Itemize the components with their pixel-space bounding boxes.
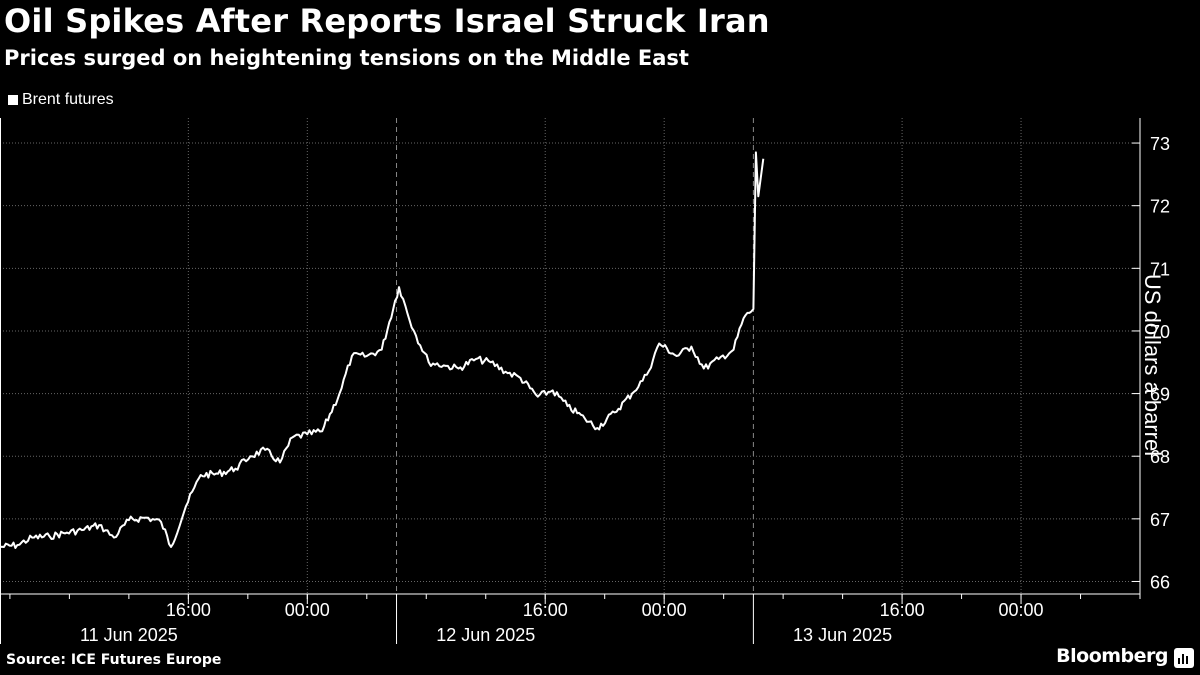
y-tick-label: 71 <box>1150 259 1170 279</box>
legend: Brent futures <box>8 91 114 109</box>
y-tick-label: 67 <box>1150 510 1170 530</box>
y-tick-label: 66 <box>1150 572 1170 592</box>
y-tick-label: 69 <box>1150 385 1170 405</box>
source-note: Source: ICE Futures Europe <box>6 652 222 668</box>
y-axis-label: US dollars a barrel <box>1140 273 1165 457</box>
y-tick-label: 72 <box>1150 197 1170 217</box>
x-tick-label: 16:00 <box>523 600 568 620</box>
bloomberg-terminal-icon <box>1174 648 1194 668</box>
y-tick-label: 68 <box>1150 447 1170 467</box>
legend-swatch <box>8 95 18 105</box>
y-tick-label: 70 <box>1150 322 1170 342</box>
chart-subtitle: Prices surged on heightening tensions on… <box>4 46 689 70</box>
chart-title: Oil Spikes After Reports Israel Struck I… <box>4 2 770 40</box>
x-tick-label: 16:00 <box>166 600 211 620</box>
x-tick-label: 00:00 <box>642 600 687 620</box>
x-tick-label: 16:00 <box>880 600 925 620</box>
x-date-label: 13 Jun 2025 <box>793 625 892 645</box>
series-line-brent <box>0 151 765 549</box>
legend-label: Brent futures <box>22 91 114 108</box>
x-date-label: 12 Jun 2025 <box>436 625 535 645</box>
x-tick-label: 00:00 <box>999 600 1044 620</box>
brand-logo: Bloomberg <box>1056 645 1168 667</box>
y-tick-label: 73 <box>1150 134 1170 154</box>
x-tick-label: 00:00 <box>285 600 330 620</box>
x-date-label: 11 Jun 2025 <box>80 625 178 645</box>
